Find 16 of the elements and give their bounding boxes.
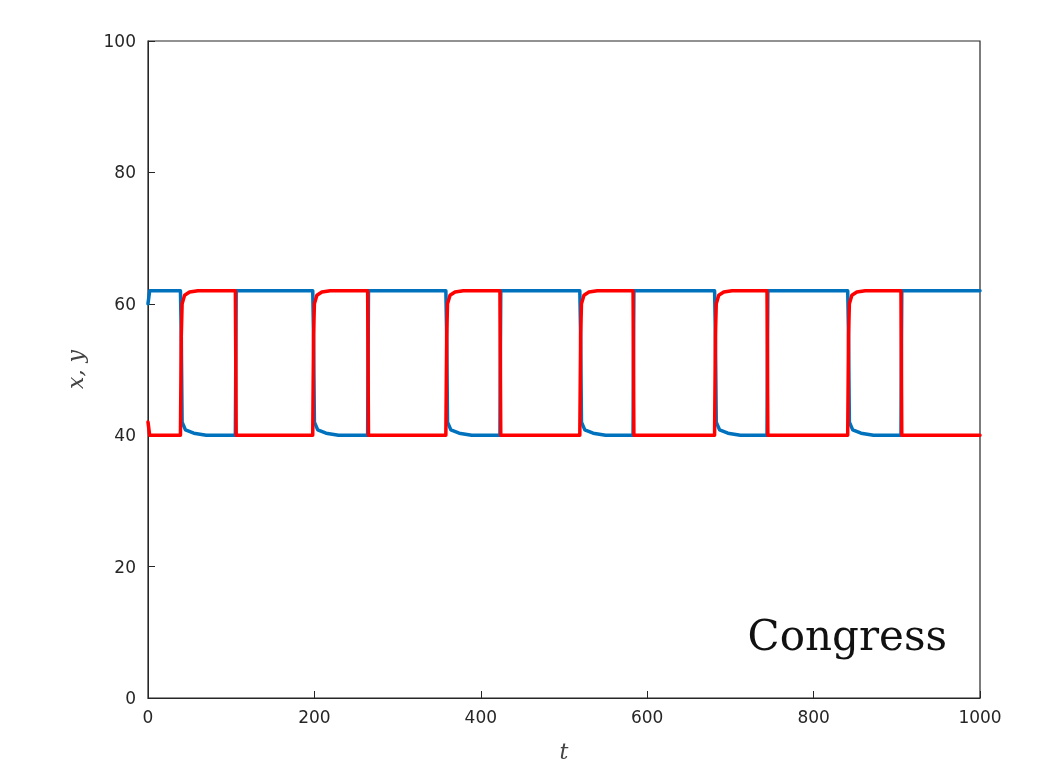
line-series (146, 288, 982, 437)
x-tick-label: 600 (630, 706, 664, 727)
y-tick-label: 80 (114, 162, 136, 183)
y-tick-label: 100 (103, 31, 136, 51)
y-tick-label: 0 (125, 688, 136, 708)
x-axis-title: t (559, 738, 569, 764)
x-tick-label: 1000 (958, 706, 1002, 727)
x-tick-label: 0 (142, 706, 154, 727)
x-tick-label: 200 (298, 706, 331, 727)
x-tick-label: 800 (797, 706, 830, 727)
y-tick-label: 60 (114, 293, 136, 314)
y-tick-label: 20 (114, 556, 136, 577)
y-axis-title: x, y (62, 349, 88, 389)
x-tick-label: 400 (464, 706, 498, 727)
y-tick-label: 40 (114, 425, 136, 446)
annotation: Congress (747, 610, 948, 660)
